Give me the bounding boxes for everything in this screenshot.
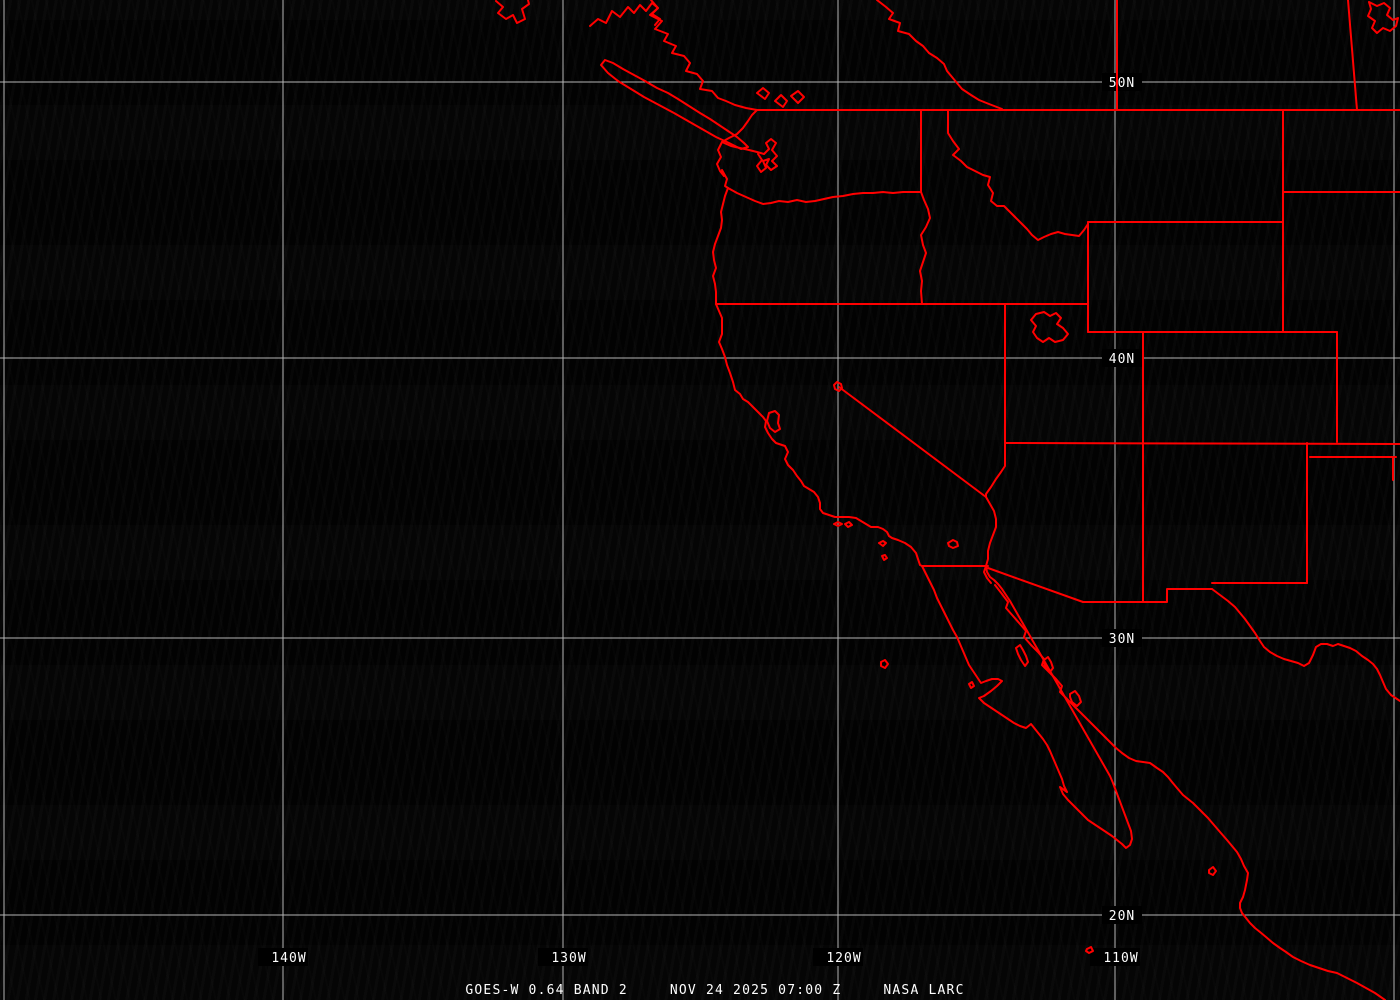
map-feature-gulf-island-angel-de-la-guarda (1015, 644, 1029, 667)
lon-label-backing (538, 948, 588, 966)
map-feature-idaho-montana-border (947, 109, 1089, 241)
map-feature-rio-grande (1211, 588, 1400, 702)
map-feature-border-37n-ut-az-co-nm (1004, 442, 1400, 445)
map-feature-isla-cedros (880, 659, 889, 669)
lon-label-110W: 110W (1103, 951, 1138, 966)
lat-label-20N: 20N (1109, 909, 1135, 924)
map-feature-bc-mainland-coast (649, 0, 758, 111)
coastline-border-overlay-layer (495, 0, 1400, 1000)
lon-label-backing (1090, 948, 1140, 966)
map-feature-bc-alberta-divide (876, 0, 1003, 110)
grid-label-layer: 50N 40N 30N 20N 140W 130W 120W 110W (258, 73, 1142, 966)
map-feature-great-salt-lake (1030, 311, 1069, 343)
map-feature-colorado-river-nv-az-ca-border (985, 442, 1006, 567)
map-feature-oregon-idaho-border-snake-river (919, 191, 931, 305)
caption-datetime-label: NOV 24 2025 07:00 Z (669, 983, 842, 998)
map-feature-puget-sound (756, 138, 778, 173)
map-feature-gulf-islands-1 (756, 87, 770, 100)
caption-credit-label: NASA LARC (883, 983, 965, 998)
map-feature-isla-tiburon (1069, 690, 1082, 707)
map-feature-vancouver-island (600, 59, 749, 150)
map-feature-columbia-river-wa-or-border (727, 187, 922, 205)
map-feature-channel-island-4 (881, 554, 888, 561)
map-feature-us-mexico-border-arizona (987, 567, 1084, 603)
lat-label-50N: 50N (1109, 76, 1135, 91)
lat-label-30N: 30N (1109, 632, 1135, 647)
map-feature-saskatchewan-manitoba-border (1347, 0, 1358, 111)
map-feature-california-coast (715, 303, 923, 567)
map-feature-bc-coast-islands-1 (495, 0, 530, 24)
map-feature-manitoba-lakes (1367, 1, 1399, 34)
map-feature-small-island-pacific (968, 681, 975, 689)
lat-label-40N: 40N (1109, 352, 1135, 367)
map-feature-channel-island-2 (844, 521, 853, 528)
map-feature-lake-tahoe (833, 381, 843, 392)
map-feature-gulf-island-2 (1043, 656, 1054, 673)
lat-label-backing (1102, 629, 1142, 647)
map-feature-coastal-island-sinaloa (1208, 866, 1217, 876)
map-feature-channel-island-3 (878, 540, 887, 547)
map-feature-islas-marias (1085, 946, 1094, 954)
map-feature-california-nevada-diagonal (838, 386, 987, 498)
map-feature-us-mexico-border-31n (1082, 588, 1213, 603)
map-feature-washington-olympic-coast (716, 109, 758, 189)
lon-label-backing (258, 948, 308, 966)
lat-label-backing (1102, 349, 1142, 367)
map-feature-gulf-islands-2 (774, 94, 788, 108)
map-feature-strait-shore-washington (721, 141, 765, 155)
map-feature-catalina-island (947, 539, 959, 549)
lon-label-140W: 140W (271, 951, 306, 966)
map-feature-mexico-mainland-coast (994, 584, 1386, 1000)
lat-label-backing (1102, 906, 1142, 924)
map-feature-baja-california-peninsula (921, 565, 1133, 849)
caption-bar: GOES-W 0.64 BAND 2 NOV 24 2025 07:00 Z N… (465, 983, 964, 998)
lon-label-backing (813, 948, 863, 966)
caption-product-label: GOES-W 0.64 BAND 2 (465, 983, 628, 998)
map-feature-colorado-river-delta (983, 565, 992, 584)
map-feature-gulf-islands-3 (790, 90, 805, 104)
lon-label-130W: 130W (551, 951, 586, 966)
map-feature-oregon-coast (712, 187, 729, 305)
map-feature-channel-island-1 (833, 521, 843, 527)
map-feature-san-francisco-bay (766, 410, 781, 433)
lat-label-backing (1102, 73, 1142, 91)
lon-label-120W: 120W (826, 951, 861, 966)
